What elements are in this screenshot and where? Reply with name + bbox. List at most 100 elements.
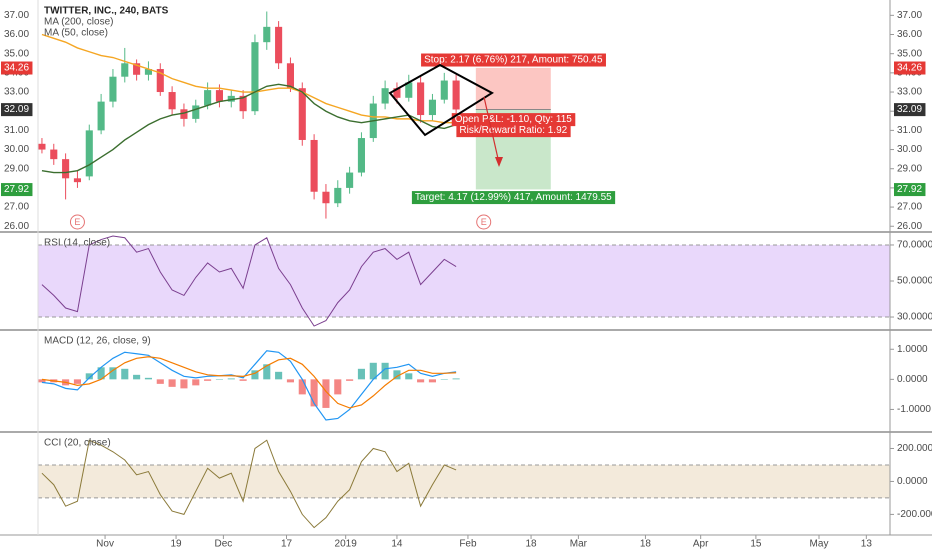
price-tag-left: 32.09 [4,104,29,115]
histogram-bar [440,379,448,380]
y-tick-label: 36.00 [897,29,922,40]
histogram-bar [97,367,105,380]
candle-body [452,80,460,110]
histogram-bar [133,374,141,380]
candle-body [192,105,200,119]
x-tick-label: 19 [170,539,182,550]
y-tick-label: 30.0000 [897,312,932,323]
histogram-bar [73,379,81,384]
candle-body [204,90,212,106]
y-tick-label: 0.0000 [897,476,928,487]
candle-body [168,92,176,110]
candle-body [275,26,283,64]
y-tick-label: -1.0000 [897,404,931,415]
x-tick-label: 18 [525,539,537,550]
y-tick-label-left: 27.00 [4,202,29,213]
candle-body [156,69,164,93]
histogram-bar [121,368,129,380]
label-background [894,61,926,75]
price-tag-left: 34.26 [4,63,29,74]
candle-body [73,178,81,183]
candle-body [97,101,105,131]
indicator-line [41,439,457,529]
label-background [1,183,33,197]
y-tick-label-left: 37.00 [4,10,29,21]
y-tick-label-left: 31.00 [4,125,29,136]
band [38,464,890,498]
y-tick-label: 30.00 [897,144,922,155]
candle-body [405,82,413,98]
pane-title: TWITTER, INC., 240, BATS [44,6,169,17]
candle-body [215,90,223,102]
histogram-bar [452,378,460,380]
label-background [451,113,576,127]
x-tick-label: 15 [750,539,762,550]
x-tick-label: Feb [459,539,477,550]
candle-body [50,149,58,160]
label-background [1,61,33,75]
x-tick-label: 18 [640,539,652,550]
y-tick-label: 33.00 [897,87,922,98]
y-tick-label-left: 33.00 [4,87,29,98]
histogram-bar [180,379,188,389]
label-background [421,53,606,67]
plot-layer: 26.0026.0027.0027.0028.0028.0029.0029.00… [1,6,932,550]
histogram-bar [227,378,235,380]
x-tick-label: 14 [391,539,403,550]
y-tick-label-left: 26.00 [4,221,29,232]
band [38,244,890,318]
price-tag: 27.92 [897,184,922,195]
histogram-bar [275,371,283,380]
candle-body [286,63,294,89]
label-background [411,191,616,205]
stop-zone [475,67,551,110]
histogram-bar [109,367,117,380]
y-tick-label: 1.0000 [897,344,928,355]
candle-body [227,95,235,102]
histogram-bar [215,379,223,380]
histogram-bar [156,379,164,384]
histogram-bar [144,377,152,380]
earnings-label: E [481,217,487,227]
candle-body [440,80,448,100]
candle-body [38,143,46,150]
y-tick-label: 31.00 [897,125,922,136]
histogram-bar [428,379,436,383]
histogram-bar [369,362,377,380]
y-tick-label: 37.00 [897,10,922,21]
y-tick-label-left: 36.00 [4,29,29,40]
candle-body [62,159,70,179]
position-label: Target: 4.17 (12.99%) 417, Amount: 1479.… [415,192,612,203]
label-background [1,103,33,117]
diamond-drawing [388,63,494,137]
histogram-bar [38,379,46,383]
earnings-marker [476,214,492,230]
candle-body [263,26,271,43]
y-tick-label: 70.0000 [897,240,932,251]
macd-line [41,356,457,409]
y-tick-label: 29.00 [897,163,922,174]
ma-line [41,83,457,174]
candle-body [180,109,188,119]
candle-body [428,99,436,116]
histogram-bar [263,364,271,380]
histogram-bar [310,379,318,407]
indicator-line [41,235,457,327]
candle-body [357,138,365,173]
x-tick-label: May [810,539,829,550]
arrow-line [483,96,500,164]
candle-body [381,88,389,104]
x-tick-label: Mar [570,539,588,550]
label-background [894,183,926,197]
y-tick-label: 27.00 [897,202,922,213]
histogram-bar [334,379,342,395]
candle-body [239,95,247,112]
candle-body [334,187,342,204]
y-tick-label-left: 29.00 [4,163,29,174]
histogram-bar [393,370,401,380]
histogram-bar [192,379,200,386]
legend-entry: MA (200, close) [44,17,113,28]
candle-body [109,76,117,102]
histogram-bar [405,373,413,380]
candle-body [133,63,141,75]
